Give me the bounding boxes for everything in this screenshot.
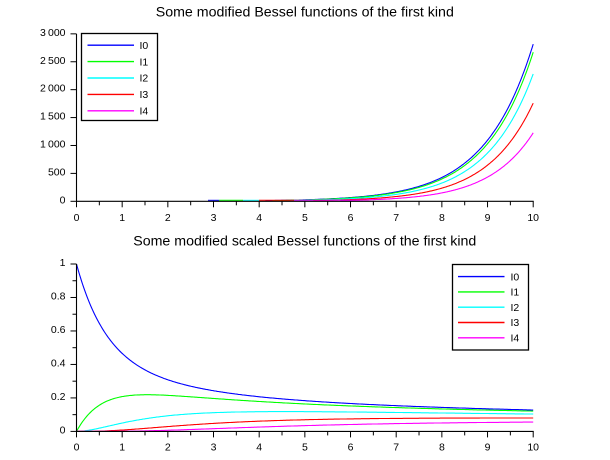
svg-text:7: 7	[393, 212, 399, 224]
svg-text:4: 4	[256, 212, 262, 224]
svg-text:6: 6	[348, 212, 354, 224]
svg-text:Some modified Bessel functions: Some modified Bessel functions of the fi…	[156, 4, 454, 20]
svg-text:2 000: 2 000	[40, 83, 66, 95]
svg-text:10: 10	[527, 441, 539, 453]
svg-text:0: 0	[60, 424, 66, 436]
svg-text:0.4: 0.4	[51, 357, 66, 369]
svg-text:2 500: 2 500	[40, 55, 66, 67]
svg-text:0.8: 0.8	[51, 291, 66, 303]
svg-text:9: 9	[485, 441, 491, 453]
svg-text:1 000: 1 000	[40, 139, 66, 151]
svg-text:1 500: 1 500	[40, 111, 66, 123]
svg-text:I2: I2	[511, 302, 520, 314]
svg-text:5: 5	[302, 212, 308, 224]
svg-text:Some modified scaled Bessel fu: Some modified scaled Bessel functions of…	[133, 234, 476, 250]
svg-text:0.2: 0.2	[51, 391, 66, 403]
svg-text:0: 0	[74, 212, 80, 224]
svg-text:I0: I0	[140, 40, 149, 52]
svg-text:I4: I4	[140, 106, 149, 118]
svg-text:3: 3	[211, 212, 217, 224]
svg-text:2: 2	[165, 441, 171, 453]
svg-text:4: 4	[256, 441, 262, 453]
svg-text:6: 6	[348, 441, 354, 453]
svg-text:I2: I2	[140, 73, 149, 85]
svg-text:8: 8	[439, 441, 445, 453]
svg-text:3 000: 3 000	[40, 27, 66, 39]
svg-text:1: 1	[119, 212, 125, 224]
svg-text:9: 9	[485, 212, 491, 224]
svg-text:7: 7	[393, 441, 399, 453]
svg-text:10: 10	[527, 212, 539, 224]
svg-text:0: 0	[74, 441, 80, 453]
svg-text:1: 1	[119, 441, 125, 453]
svg-text:I3: I3	[140, 89, 149, 101]
svg-text:8: 8	[439, 212, 445, 224]
svg-text:1: 1	[60, 257, 66, 269]
svg-text:I4: I4	[511, 333, 520, 345]
svg-text:I1: I1	[511, 287, 520, 299]
svg-text:2: 2	[165, 212, 171, 224]
svg-text:I1: I1	[140, 56, 149, 68]
svg-text:I0: I0	[511, 271, 520, 283]
svg-text:500: 500	[48, 166, 66, 178]
svg-text:0.6: 0.6	[51, 324, 66, 336]
svg-text:3: 3	[211, 441, 217, 453]
svg-text:0: 0	[60, 194, 66, 206]
svg-text:I3: I3	[511, 317, 520, 329]
svg-text:5: 5	[302, 441, 308, 453]
